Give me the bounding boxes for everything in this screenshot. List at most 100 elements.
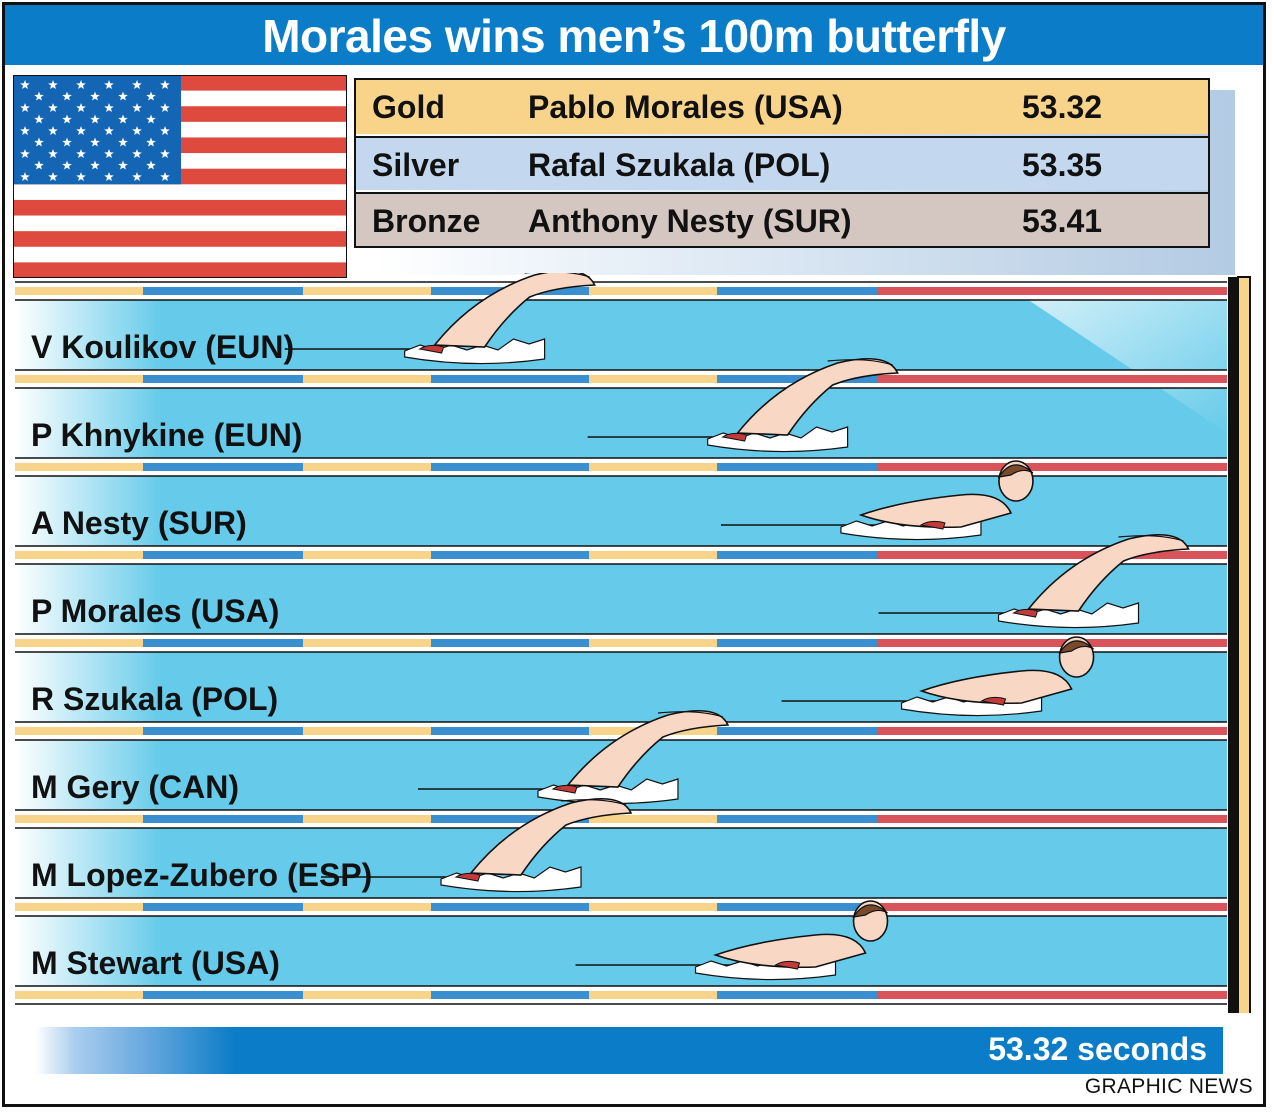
flag-star — [62, 114, 72, 124]
flag-star — [62, 160, 72, 170]
flag-star — [48, 103, 58, 112]
swimmer — [321, 797, 633, 893]
lane-rope — [15, 369, 1227, 389]
flag-star — [104, 80, 114, 89]
lane-rope — [15, 897, 1227, 917]
medal-label: Bronze — [372, 203, 481, 239]
lane-label: M Gery (CAN) — [31, 769, 240, 805]
swimmer-trunks — [1012, 608, 1039, 618]
swimmer-body — [858, 493, 1013, 529]
lane-rope — [15, 633, 1227, 653]
swimmer-arm-line — [1118, 535, 1184, 542]
flag-star — [34, 160, 44, 170]
credit-text: GRAPHIC NEWS — [1084, 1075, 1253, 1098]
swimmer-arms — [736, 357, 899, 436]
finish-wall — [1228, 277, 1238, 1029]
swimmer-trunks — [980, 696, 1007, 706]
lane-label: P Morales (USA) — [31, 593, 280, 629]
flag-star — [76, 172, 86, 181]
lane-rope — [15, 281, 1227, 301]
us-flag-icon — [13, 75, 347, 278]
swimmer — [781, 636, 1095, 717]
swimmer-arms — [1026, 533, 1190, 612]
swimmer-trunks — [418, 344, 445, 354]
swimmer-body — [919, 669, 1073, 705]
lane-label: M Stewart (USA) — [31, 945, 280, 981]
swimmer-trunks — [551, 784, 578, 794]
swimmer-arm-line — [827, 359, 893, 366]
flag-star — [118, 91, 128, 101]
lane-rope — [15, 809, 1227, 829]
water-glare — [1015, 291, 1227, 433]
flag-star — [132, 80, 142, 89]
medal-label: Silver — [372, 147, 460, 183]
swimmer — [284, 269, 596, 365]
result-row-gold: Gold Pablo Morales (USA) 53.32 — [356, 80, 1208, 134]
flag-star — [48, 172, 58, 181]
swimmer-arms — [566, 709, 730, 788]
finish-pad — [1237, 276, 1251, 1030]
flag-star — [90, 137, 100, 147]
flag-star — [132, 149, 142, 158]
flag-star — [62, 137, 72, 147]
flag-star — [48, 126, 58, 135]
flag-star — [90, 91, 100, 101]
lane-label: R Szukala (POL) — [31, 681, 279, 717]
flag-star — [76, 80, 86, 89]
flag-star — [132, 126, 142, 135]
flag-star — [34, 91, 44, 101]
flag-star — [146, 137, 156, 147]
flag-star — [118, 160, 128, 170]
splash — [707, 426, 849, 453]
flag-star — [132, 172, 142, 181]
swimmer — [720, 460, 1034, 541]
swimmer-hair — [997, 464, 1034, 478]
splash — [440, 866, 582, 893]
pool: V Koulikov (EUN) P Khnykine (EUN) A Nest… — [15, 269, 1263, 1030]
athlete-name: Pablo Morales (USA) — [528, 89, 843, 125]
medal-label: Gold — [372, 89, 445, 125]
splash — [404, 338, 546, 365]
flag-star — [34, 114, 44, 124]
swimmer-trunks — [774, 960, 801, 970]
lane-label: A Nesty (SUR) — [31, 505, 247, 541]
result-row-bronze: Bronze Anthony Nesty (SUR) 53.41 — [356, 192, 1208, 246]
pool-graphic — [15, 269, 1251, 1030]
swimmer-arms — [469, 797, 633, 876]
flag-star — [48, 80, 58, 89]
flag-star — [76, 149, 86, 158]
flag-star — [104, 149, 114, 158]
flag-star — [62, 91, 72, 101]
splash — [997, 602, 1140, 629]
flag-star — [76, 126, 86, 135]
swimmer-arm-line — [657, 711, 724, 718]
athlete-name: Rafal Szukala (POL) — [528, 147, 831, 183]
swimmer-trunks — [919, 520, 946, 530]
swimmer-arm-line — [524, 271, 590, 278]
lane-rope — [15, 457, 1227, 477]
page-title: Morales wins men’s 100m butterfly — [262, 10, 1006, 62]
swimmer-trunks — [454, 872, 481, 882]
flag-star — [104, 103, 114, 112]
athlete-name: Anthony Nesty (SUR) — [528, 203, 852, 239]
flag-star — [160, 172, 170, 181]
flag-stripe — [13, 231, 347, 247]
swimmer — [417, 709, 730, 805]
flag-star — [104, 172, 114, 181]
flag-star — [146, 114, 156, 124]
results-table: Gold Pablo Morales (USA) 53.32 Silver Ra… — [354, 78, 1210, 248]
flag-star — [20, 126, 30, 135]
swimmer-body — [713, 933, 867, 969]
winning-time-label: 53.32 seconds — [988, 1031, 1207, 1067]
flag-star — [160, 126, 170, 135]
swimmer-trunks — [721, 432, 748, 442]
swimmer — [575, 900, 889, 981]
flag-star — [160, 103, 170, 112]
flag-star — [160, 80, 170, 89]
flag-star — [146, 91, 156, 101]
swimmer — [878, 533, 1190, 629]
flag-star — [118, 137, 128, 147]
flag-border — [13, 75, 347, 278]
flag-star — [104, 126, 114, 135]
